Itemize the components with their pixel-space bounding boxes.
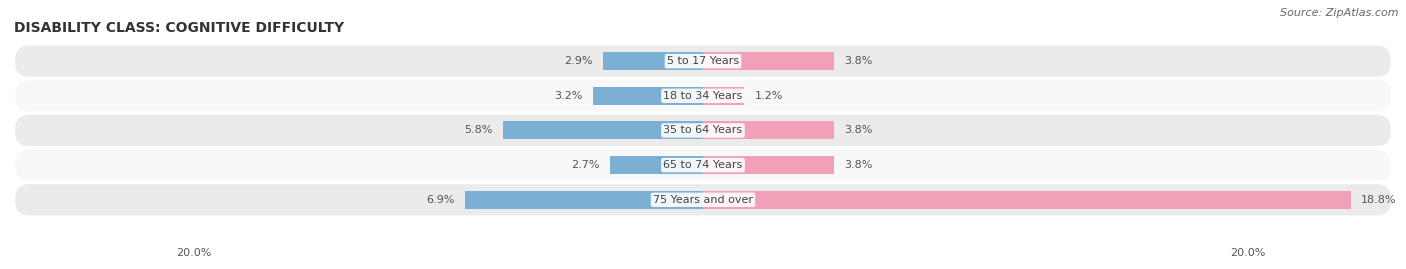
Text: 75 Years and over: 75 Years and over bbox=[652, 195, 754, 205]
Text: 20.0%: 20.0% bbox=[1230, 248, 1265, 258]
Bar bbox=[703, 191, 1351, 209]
Text: 35 to 64 Years: 35 to 64 Years bbox=[664, 125, 742, 136]
FancyBboxPatch shape bbox=[14, 114, 1392, 147]
Text: DISABILITY CLASS: COGNITIVE DIFFICULTY: DISABILITY CLASS: COGNITIVE DIFFICULTY bbox=[14, 21, 344, 35]
Text: 5.8%: 5.8% bbox=[464, 125, 494, 136]
FancyBboxPatch shape bbox=[14, 183, 1392, 217]
Text: 3.2%: 3.2% bbox=[554, 91, 582, 101]
Bar bbox=[465, 191, 703, 209]
Text: 3.8%: 3.8% bbox=[844, 160, 873, 170]
FancyBboxPatch shape bbox=[14, 79, 1392, 112]
Bar bbox=[603, 52, 703, 70]
Text: 3.8%: 3.8% bbox=[844, 56, 873, 66]
Text: 65 to 74 Years: 65 to 74 Years bbox=[664, 160, 742, 170]
Text: 2.7%: 2.7% bbox=[571, 160, 599, 170]
FancyBboxPatch shape bbox=[14, 148, 1392, 182]
Bar bbox=[703, 52, 834, 70]
Bar bbox=[610, 156, 703, 174]
Bar bbox=[703, 87, 744, 105]
FancyBboxPatch shape bbox=[14, 44, 1392, 78]
Text: 2.9%: 2.9% bbox=[564, 56, 593, 66]
Bar bbox=[503, 121, 703, 139]
Text: 3.8%: 3.8% bbox=[844, 125, 873, 136]
Text: 6.9%: 6.9% bbox=[426, 195, 456, 205]
Bar bbox=[703, 121, 834, 139]
Text: 18.8%: 18.8% bbox=[1361, 195, 1396, 205]
Text: Source: ZipAtlas.com: Source: ZipAtlas.com bbox=[1281, 8, 1399, 18]
Text: 18 to 34 Years: 18 to 34 Years bbox=[664, 91, 742, 101]
Bar bbox=[593, 87, 703, 105]
Text: 1.2%: 1.2% bbox=[755, 91, 783, 101]
Text: 5 to 17 Years: 5 to 17 Years bbox=[666, 56, 740, 66]
Bar bbox=[703, 156, 834, 174]
Text: 20.0%: 20.0% bbox=[176, 248, 211, 258]
